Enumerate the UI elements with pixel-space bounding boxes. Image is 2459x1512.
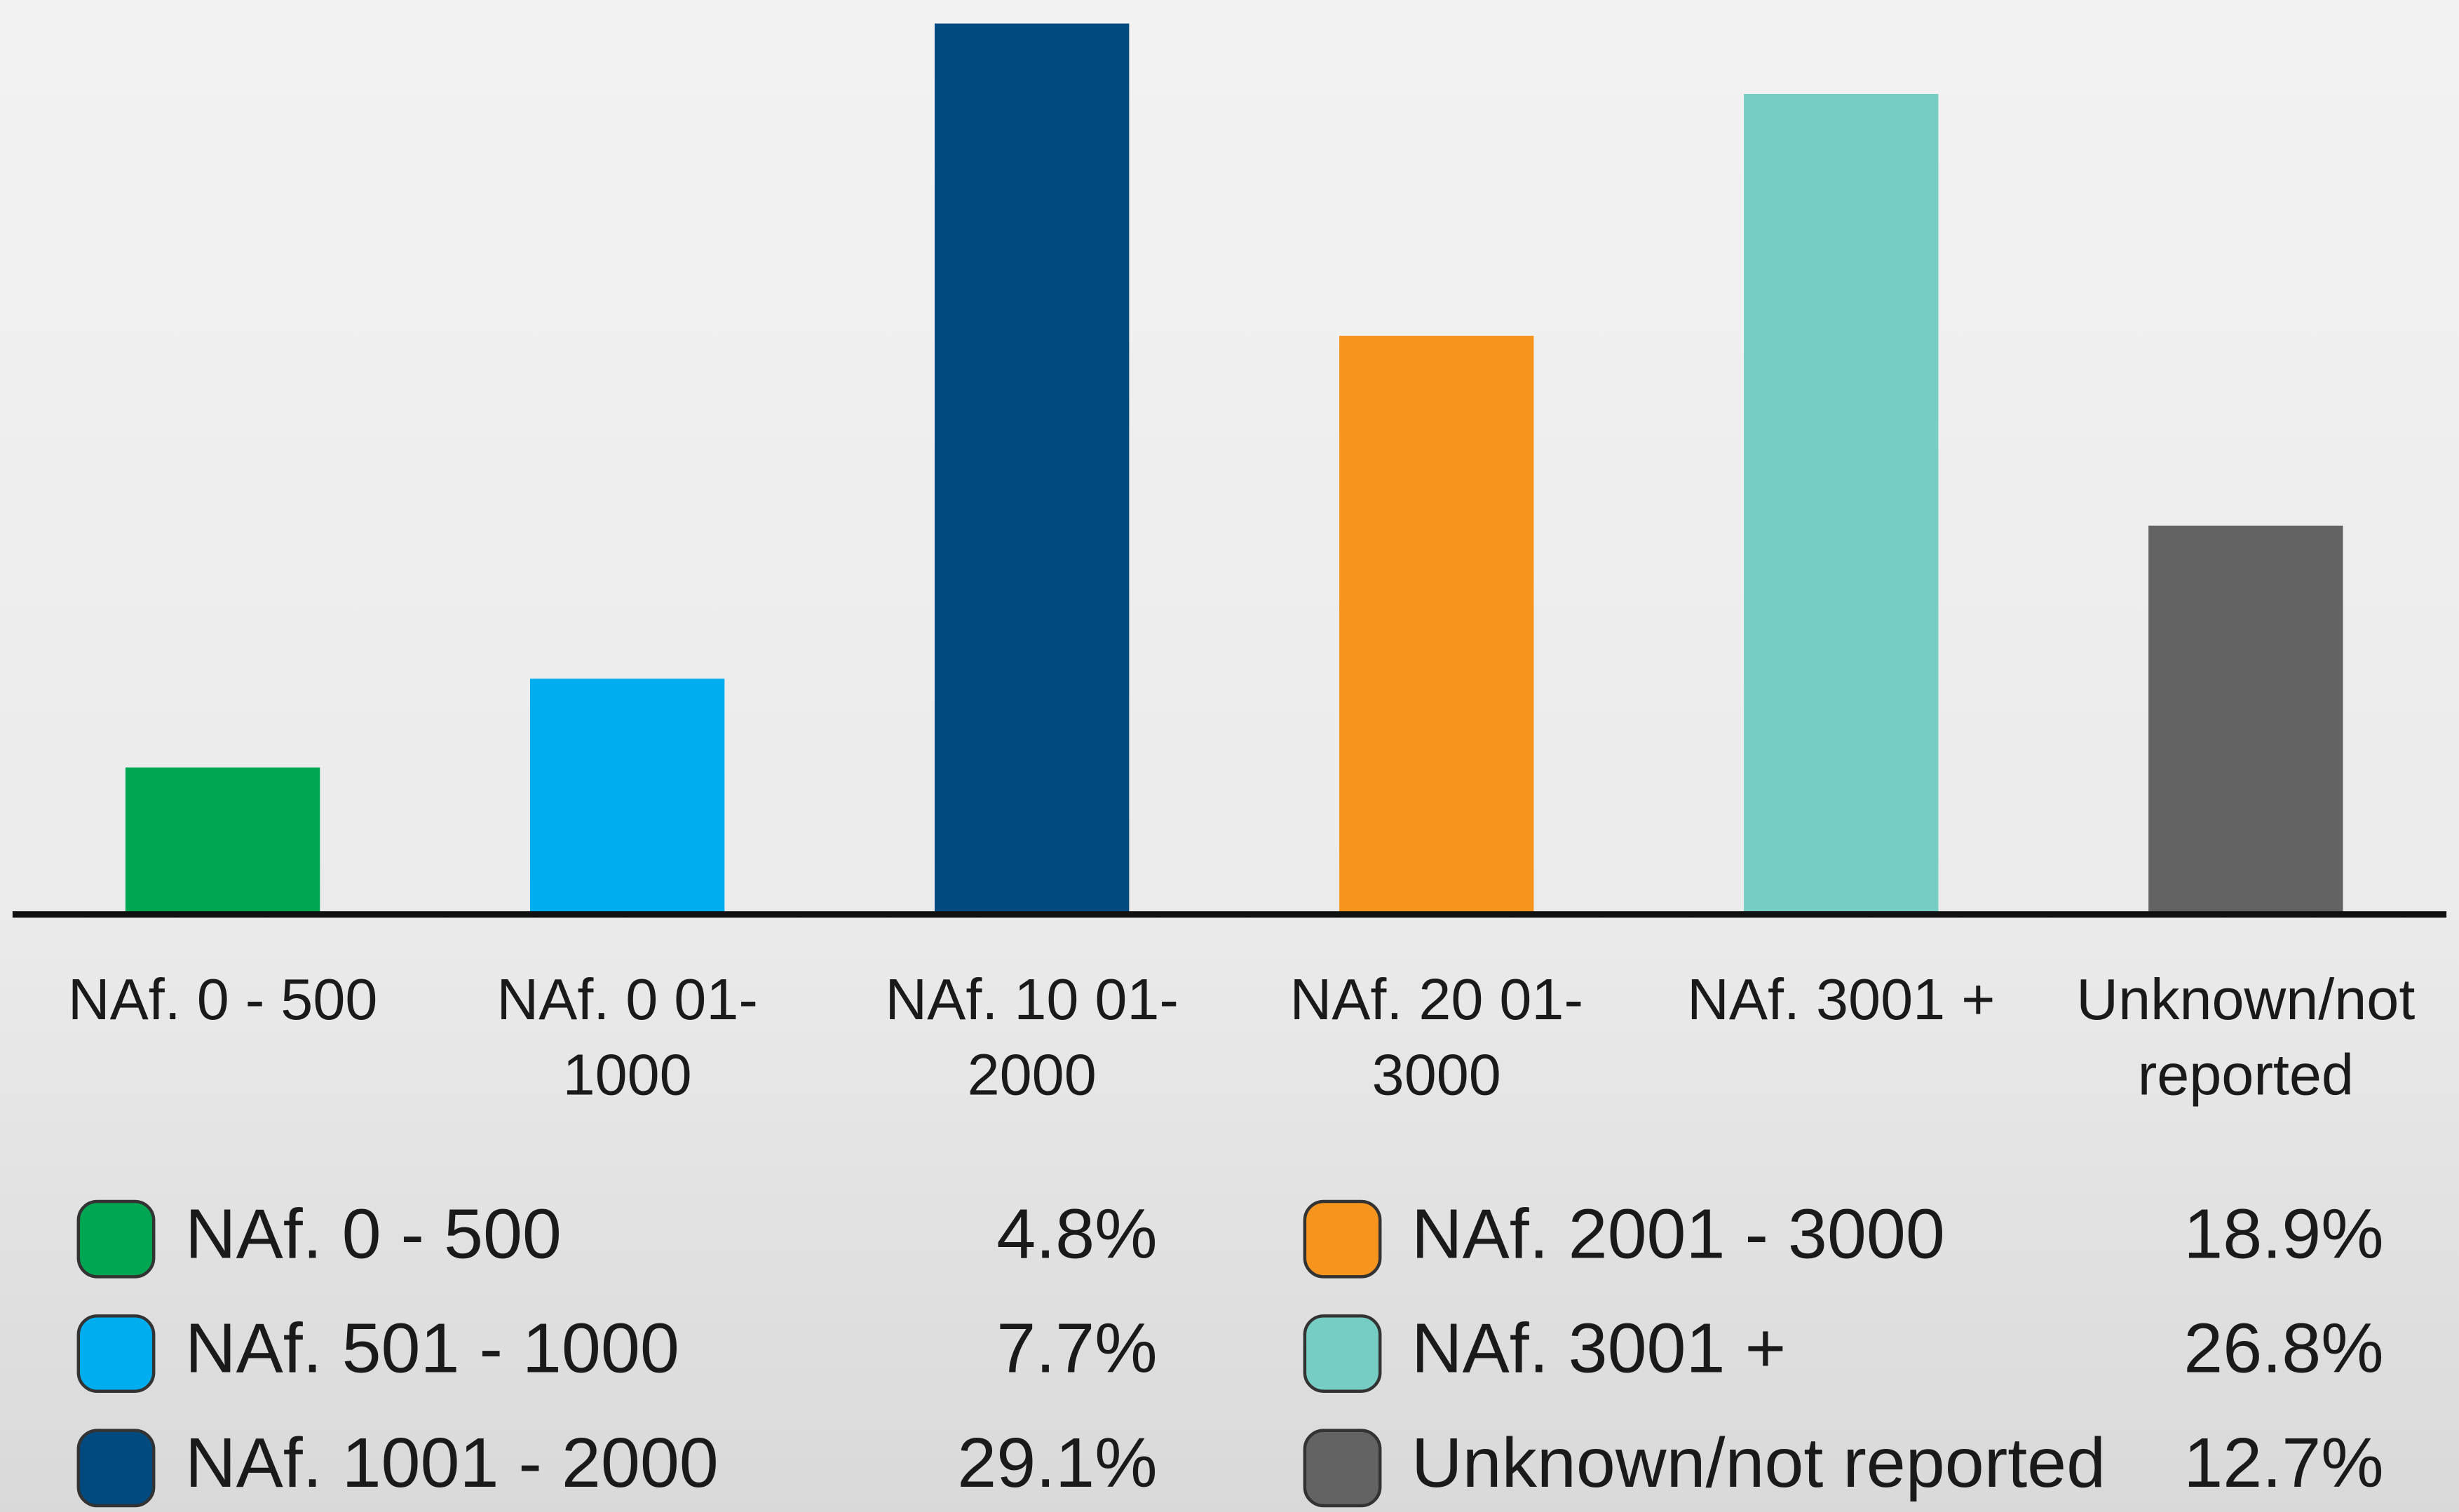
x-tick-label: NAf. 0 01- [496, 967, 758, 1032]
bar [1339, 336, 1534, 915]
value-label: 18.9% [2183, 1194, 2383, 1273]
legend-label: NAf. 0 - 500 [185, 1194, 562, 1273]
legend-swatch [76, 1199, 156, 1279]
legend-swatch [1303, 1429, 1382, 1508]
bar [125, 767, 320, 915]
x-tick-label: NAf. 3001 + [1687, 967, 1995, 1032]
value-label: 12.7% [2183, 1424, 2383, 1502]
legend-swatch [1303, 1314, 1382, 1393]
legend-label: NAf. 501 - 1000 [185, 1309, 679, 1388]
x-tick-label: Unknown/not [2076, 967, 2415, 1032]
x-tick-label: 1000 [563, 1042, 692, 1107]
x-tick-label: NAf. 10 01- [885, 967, 1179, 1032]
value-label: 7.7% [996, 1309, 1157, 1388]
bar [529, 679, 725, 915]
x-tick-label: 2000 [968, 1042, 1097, 1107]
x-tick-label: NAf. 0 - 500 [68, 967, 378, 1032]
value-label: 29.1% [957, 1424, 1157, 1502]
value-label: 26.8% [2183, 1309, 2383, 1388]
x-tick-label: NAf. 20 01- [1289, 967, 1583, 1032]
x-tick-label: 3000 [1372, 1042, 1501, 1107]
bar [935, 23, 1130, 915]
legend-label: NAf. 1001 - 2000 [185, 1424, 719, 1502]
legend-label: NAf. 2001 - 3000 [1411, 1194, 1945, 1273]
legend-swatch [1303, 1199, 1382, 1279]
legend-label: Unknown/not reported [1411, 1424, 2106, 1502]
x-tick-label: reported [2138, 1042, 2354, 1107]
legend-swatch [76, 1429, 156, 1508]
legend-swatch [76, 1314, 156, 1393]
bar [2148, 525, 2343, 915]
legend-label: NAf. 3001 + [1411, 1309, 1786, 1388]
bar [1744, 94, 1939, 915]
value-label: 4.8% [996, 1194, 1157, 1273]
